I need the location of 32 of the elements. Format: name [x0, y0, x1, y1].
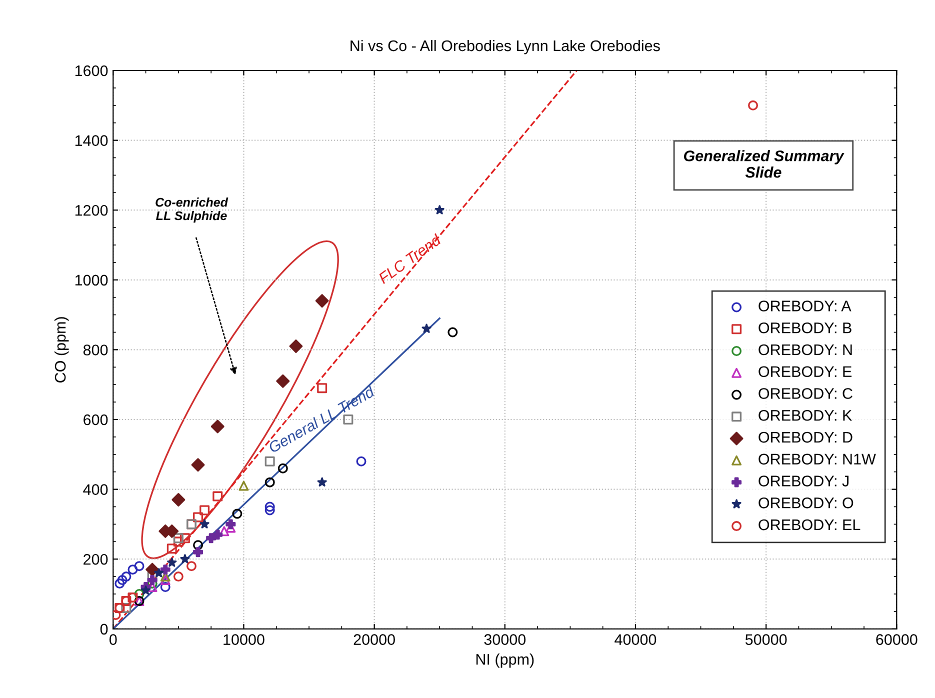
legend-label: OREBODY: EL: [758, 519, 860, 530]
y-tick-label: 600: [84, 414, 108, 426]
legend-label: OREBODY: K: [758, 410, 852, 421]
y-tick-label: 1600: [75, 65, 108, 76]
annotation: Co-enriched LL Sulphide: [156, 198, 228, 223]
x-tick-label: 30000: [484, 634, 526, 645]
x-axis-title: NI (ppm): [476, 654, 534, 668]
legend-label: OREBODY: N1W: [758, 454, 876, 465]
x-tick-label: 0: [109, 634, 117, 645]
legend-label: OREBODY: B: [758, 322, 852, 334]
x-tick-label: 40000: [614, 634, 656, 645]
legend-label: OREBODY: J: [758, 476, 848, 486]
y-tick-label: 1200: [75, 204, 108, 216]
y-tick-label: 800: [83, 344, 108, 356]
x-tick-label: 10000: [224, 634, 264, 645]
x-tick-label: 50000: [745, 634, 787, 645]
x-tick-label: 20000: [354, 634, 395, 645]
legend-label: OREBODY: N: [758, 344, 852, 356]
x-tick-label: 60000: [876, 634, 918, 645]
legend-label: OREBODY: A: [758, 300, 852, 312]
y-tick-label: 1400: [75, 135, 108, 146]
annotation: Generalized Summary Slide: [684, 150, 844, 178]
chart-title: Ni vs Co - All Orebodies Lynn Lake Orebodies: [350, 40, 660, 54]
y-tick-label: 200: [84, 554, 108, 565]
legend-label: OREBODY: C: [758, 388, 852, 399]
legend-label: OREBODY: E: [758, 366, 852, 378]
y-axis-title: CO (ppm): [54, 317, 69, 382]
y-tick-label: 1000: [75, 274, 108, 286]
legend-label: OREBODY: O: [758, 498, 854, 508]
y-tick-label: 0: [100, 624, 108, 635]
legend-label: OREBODY: D: [758, 432, 852, 443]
y-tick-label: 400: [83, 484, 108, 495]
